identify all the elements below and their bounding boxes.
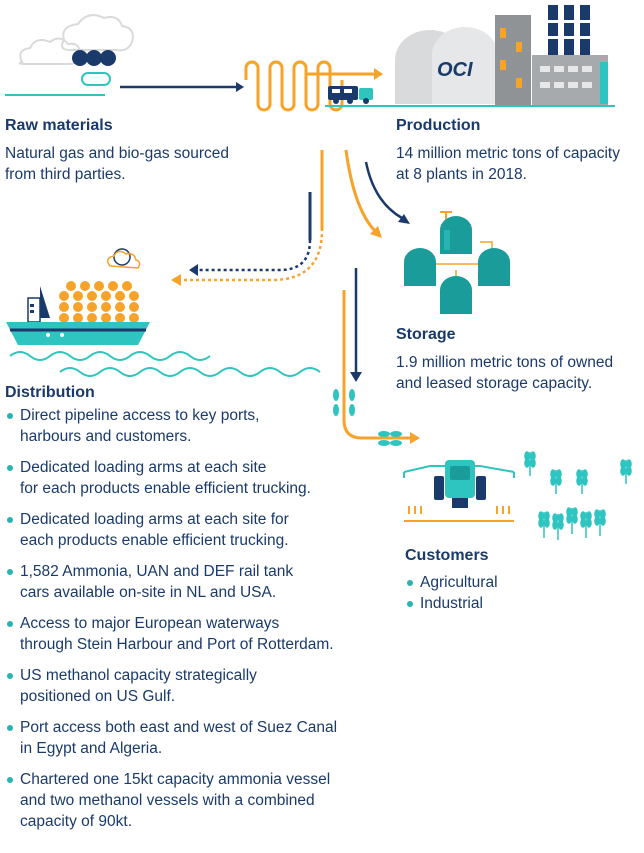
production-title: Production — [396, 117, 481, 134]
factory-icon — [395, 5, 608, 105]
wheat-icon — [524, 451, 632, 540]
distribution-list: Direct pipeline access to key ports, har… — [5, 405, 395, 842]
flow-arrow-icon — [342, 290, 420, 444]
distribution-item: Dedicated loading arms at each site for … — [5, 509, 395, 551]
truck-icon — [328, 86, 373, 104]
flow-arrow-icon — [189, 192, 312, 276]
cloud-icon — [18, 14, 134, 65]
pipe-coil — [244, 60, 344, 112]
distribution-item: US methanol capacity strategically posit… — [5, 665, 395, 707]
water-wave-icon — [9, 351, 321, 377]
customers-list: Agricultural Industrial — [405, 572, 605, 614]
customers-title: Customers — [405, 547, 489, 564]
biogas-cloud-icon — [81, 72, 111, 86]
distribution-item: Access to major European waterways throu… — [5, 613, 395, 655]
flow-arrow-icon — [171, 150, 324, 286]
storage-title: Storage — [396, 326, 456, 343]
raw-materials-text: Natural gas and bio-gas sourced from thi… — [5, 145, 230, 183]
flow-arrow-icon — [120, 82, 244, 92]
tractor-icon — [403, 460, 515, 522]
gas-molecule-icon — [72, 50, 116, 66]
storage-text: 1.9 million metric tons of owned and lea… — [396, 354, 614, 392]
flow-arrow-icon — [344, 149, 382, 238]
oci-logo: OCI — [437, 59, 473, 81]
distribution-item: Chartered one 15kt capacity ammonia vess… — [5, 769, 395, 832]
distribution-item: Port access both east and west of Suez C… — [5, 717, 395, 759]
production-text: 14 million metric tons of capacity at 8 … — [396, 145, 620, 183]
leaf-icon — [333, 389, 402, 446]
distribution-item: Direct pipeline access to key ports, har… — [5, 405, 395, 447]
distribution-item: Dedicated loading arms at each site for … — [5, 457, 395, 499]
flow-arrow-icon — [364, 161, 410, 224]
raw-materials-title: Raw materials — [5, 117, 113, 134]
flow-arrow-icon — [304, 68, 383, 92]
storage-tank-icon — [404, 211, 510, 314]
distribution-title: Distribution — [5, 384, 95, 401]
customers-item: Agricultural — [405, 572, 605, 593]
sun-cloud-icon — [107, 248, 141, 269]
flow-arrow-icon — [350, 268, 362, 382]
distribution-item: 1,582 Ammonia, UAN and DEF rail tank car… — [5, 561, 395, 603]
ship-icon — [6, 281, 150, 345]
customers-item: Industrial — [405, 593, 605, 614]
